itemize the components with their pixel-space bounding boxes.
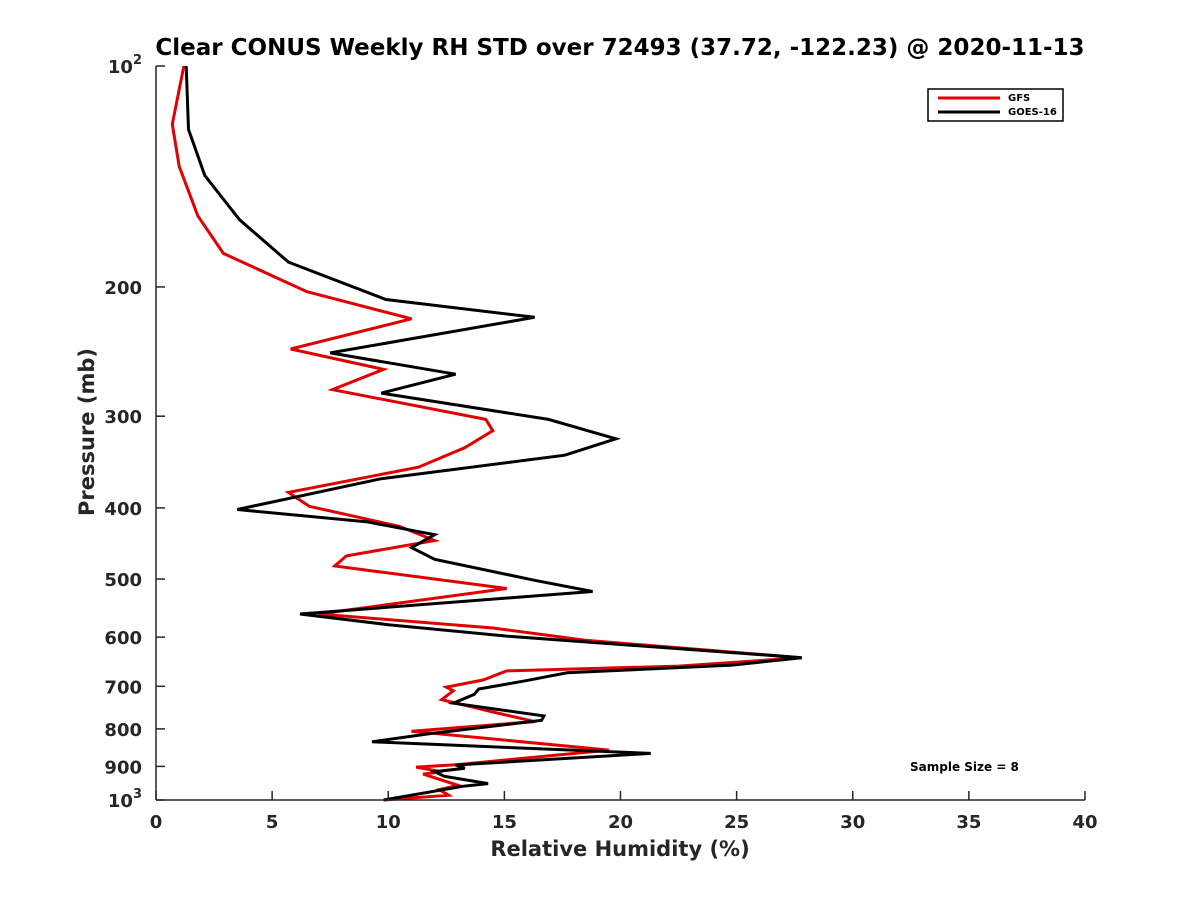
- plot-area: 0 5 10 15 20 25 30 35 40 102 200 300 400 500 600 700 800…: [104, 53, 1097, 833]
- x-tick-label: 20: [608, 812, 633, 833]
- y-tick-label: 102: [108, 53, 142, 78]
- y-tick-label: 600: [104, 628, 142, 649]
- x-tick-label: 25: [724, 812, 749, 833]
- y-tick-label: 800: [104, 720, 142, 741]
- legend: GFS GOES-16: [927, 88, 1064, 122]
- sample-size-annotation: Sample Size = 8: [910, 760, 1019, 774]
- y-tick-label: 500: [104, 570, 142, 591]
- legend-label-gfs: GFS: [1008, 93, 1030, 104]
- x-tick-label: 15: [492, 812, 517, 833]
- y-tick-label: 900: [104, 757, 142, 778]
- y-axis-label: Pressure (mb): [75, 348, 99, 516]
- x-tick-label: 40: [1072, 812, 1097, 833]
- y-tick-label: 400: [104, 499, 142, 520]
- x-tick-label: 35: [956, 812, 981, 833]
- y-tick-label: 200: [104, 278, 142, 299]
- series-line-goes-16: [184, 65, 802, 802]
- x-tick-label: 30: [840, 812, 865, 833]
- legend-box: [927, 88, 1064, 122]
- x-axis-label: Relative Humidity (%): [490, 837, 749, 861]
- chart-title: Clear CONUS Weekly RH STD over 72493 (37…: [155, 35, 1084, 61]
- x-tick-label: 5: [266, 812, 279, 833]
- y-tick-label: 300: [104, 407, 142, 428]
- y-tick-label: 700: [104, 677, 142, 698]
- x-tick-label: 10: [376, 812, 401, 833]
- legend-label-goes16: GOES-16: [1008, 107, 1057, 118]
- x-tick-label: 0: [150, 812, 163, 833]
